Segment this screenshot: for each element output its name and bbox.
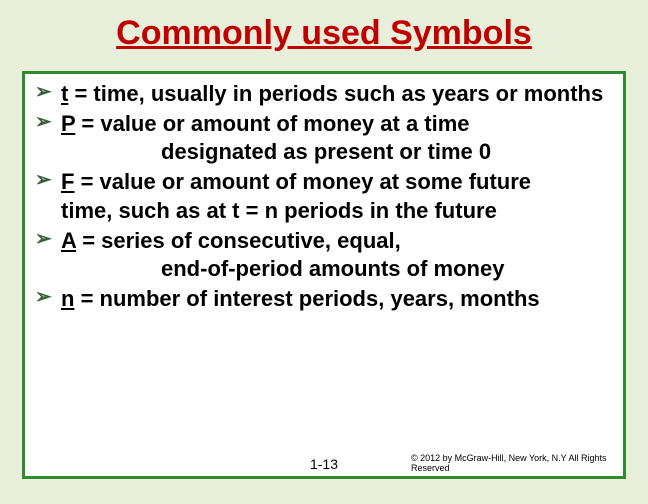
definition-text: = value or amount of money at a time (75, 111, 469, 136)
definition-text: = series of consecutive, equal,end-of-pe… (61, 228, 504, 281)
page-number: 1-13 (310, 456, 338, 472)
list-item: n = number of interest periods, years, m… (35, 285, 615, 313)
content-box: t = time, usually in periods such as yea… (22, 71, 626, 479)
copyright-text: © 2012 by McGraw-Hill, New York, N.Y All… (411, 454, 611, 474)
list-item: P = value or amount of money at a time d… (35, 110, 615, 166)
symbol-list: t = time, usually in periods such as yea… (35, 80, 615, 313)
definition-text: = time, usually in periods such as years… (68, 81, 603, 106)
definition-text: = number of interest periods, years, mon… (74, 286, 539, 311)
symbol-p: P (61, 111, 75, 136)
list-item: F = value or amount of money at some fut… (35, 168, 615, 224)
symbol-n: n (61, 286, 74, 311)
symbol-a: A (61, 228, 76, 253)
list-item: t = time, usually in periods such as yea… (35, 80, 615, 108)
definition-cont: designated as present or time 0 (161, 139, 491, 164)
symbol-f: F (61, 169, 74, 194)
list-item: A = series of consecutive, equal,end-of-… (35, 227, 615, 283)
slide-title: Commonly used Symbols (0, 0, 648, 63)
definition-text: = value or amount of money at some futur… (61, 169, 589, 222)
